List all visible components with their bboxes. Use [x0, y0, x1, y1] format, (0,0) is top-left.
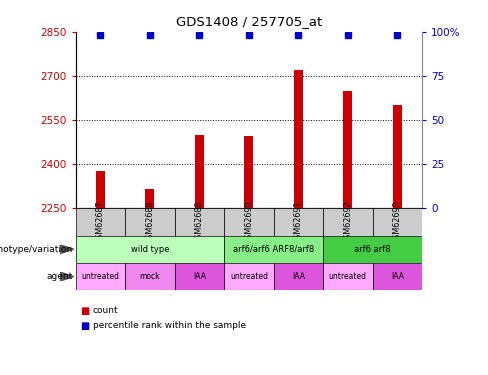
Bar: [373, 208, 422, 236]
Text: genotype/variation: genotype/variation: [0, 245, 73, 254]
Text: percentile rank within the sample: percentile rank within the sample: [93, 321, 246, 330]
Bar: [76, 263, 125, 290]
Text: agent: agent: [47, 272, 73, 281]
Bar: [76, 236, 224, 263]
Text: count: count: [93, 306, 119, 315]
Bar: [175, 263, 224, 290]
Bar: [323, 236, 422, 263]
Bar: [244, 136, 253, 208]
Text: IAA: IAA: [193, 272, 206, 281]
Text: arf6 arf8: arf6 arf8: [354, 245, 391, 254]
Bar: [323, 263, 373, 290]
Bar: [96, 171, 105, 208]
Bar: [125, 263, 175, 290]
Bar: [274, 208, 323, 236]
Bar: [175, 208, 224, 236]
Polygon shape: [60, 272, 74, 281]
Text: GSM62689: GSM62689: [145, 200, 154, 244]
Text: GSM62688: GSM62688: [195, 200, 204, 243]
Text: GSM62691: GSM62691: [294, 200, 303, 244]
Title: GDS1408 / 257705_at: GDS1408 / 257705_at: [176, 15, 322, 28]
Text: untreated: untreated: [329, 272, 367, 281]
Text: GSM62693: GSM62693: [393, 200, 402, 244]
Text: ■: ■: [81, 321, 90, 331]
Text: mock: mock: [140, 272, 160, 281]
Bar: [373, 263, 422, 290]
Text: arf6/arf6 ARF8/arf8: arf6/arf6 ARF8/arf8: [233, 245, 314, 254]
Bar: [274, 263, 323, 290]
Text: wild type: wild type: [131, 245, 169, 254]
Bar: [323, 208, 373, 236]
Text: IAA: IAA: [391, 272, 404, 281]
Bar: [294, 70, 303, 208]
Bar: [224, 263, 274, 290]
Text: IAA: IAA: [292, 272, 305, 281]
Text: untreated: untreated: [81, 272, 120, 281]
Bar: [145, 189, 154, 208]
Bar: [195, 135, 204, 208]
Bar: [344, 91, 352, 208]
Text: ■: ■: [81, 306, 90, 316]
Polygon shape: [60, 245, 74, 254]
Text: GSM62690: GSM62690: [244, 200, 253, 244]
Bar: [393, 105, 402, 208]
Bar: [76, 208, 125, 236]
Bar: [125, 208, 175, 236]
Bar: [224, 208, 274, 236]
Text: GSM62687: GSM62687: [96, 200, 105, 244]
Text: GSM62692: GSM62692: [344, 200, 352, 244]
Text: untreated: untreated: [230, 272, 268, 281]
Bar: [224, 236, 323, 263]
